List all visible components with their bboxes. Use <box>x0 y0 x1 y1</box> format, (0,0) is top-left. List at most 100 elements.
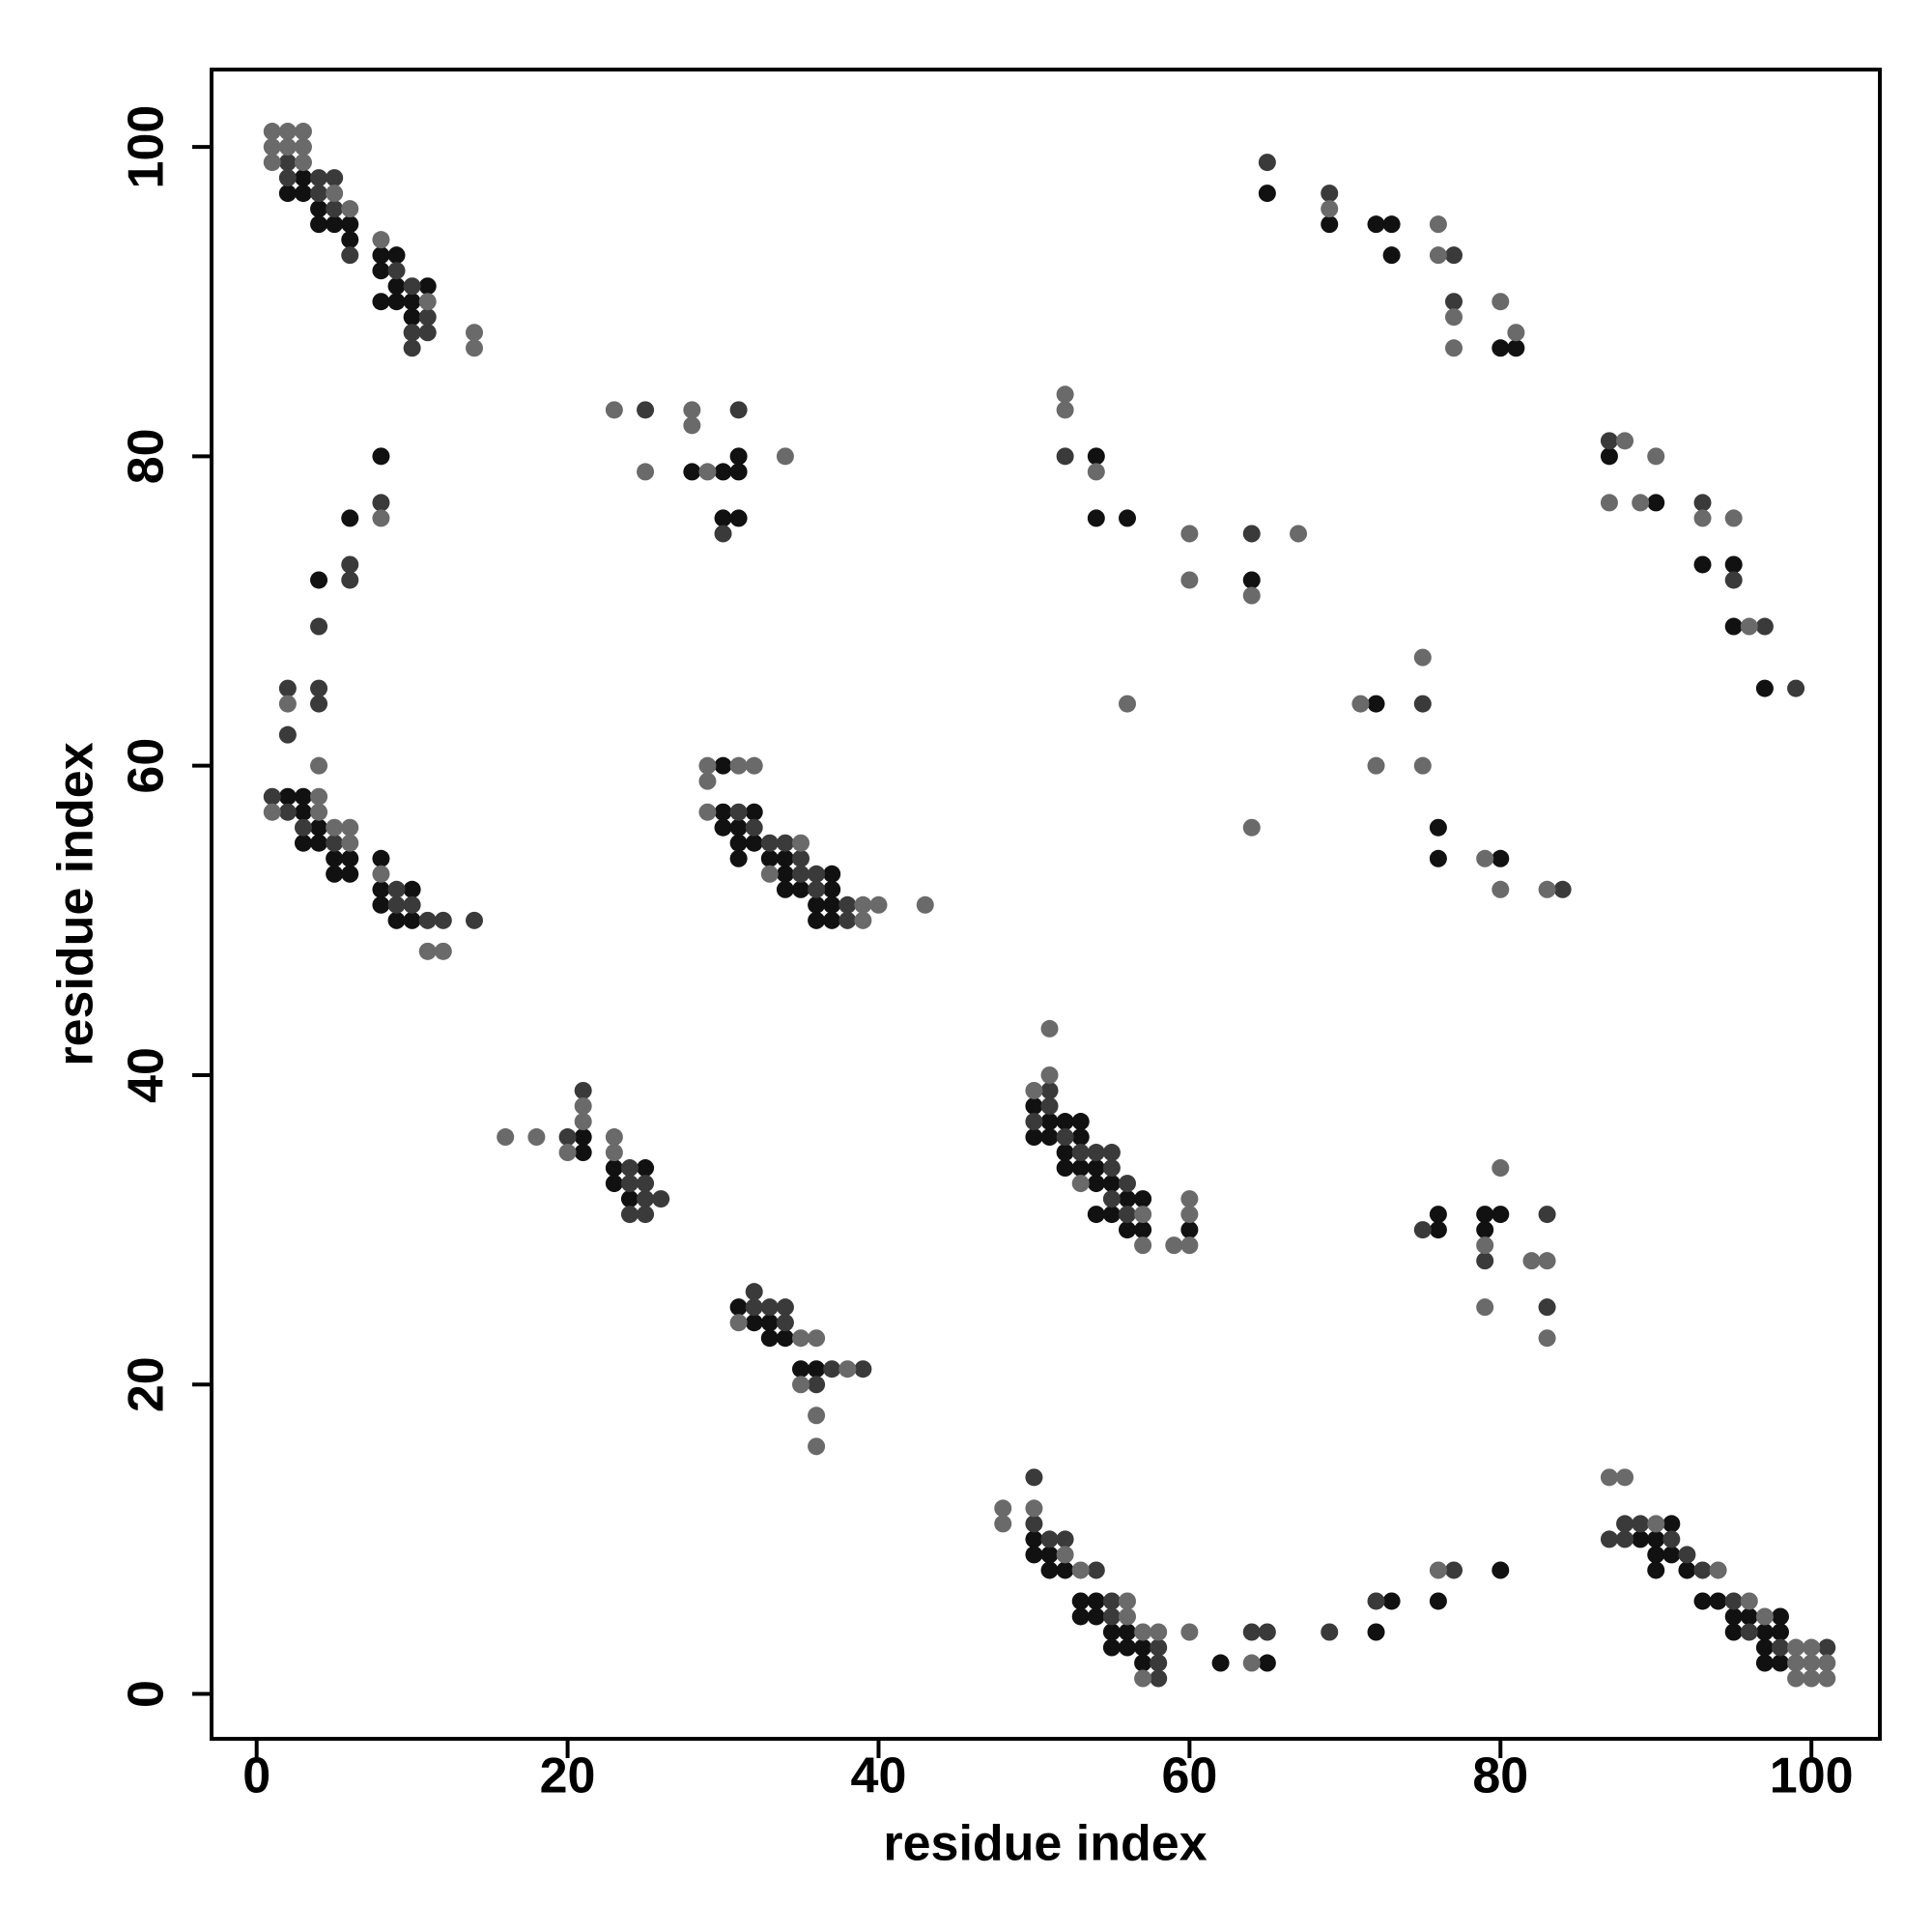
point <box>387 880 406 898</box>
point <box>714 756 732 775</box>
point <box>1367 695 1385 713</box>
point <box>1662 1515 1681 1533</box>
point <box>1118 1592 1136 1610</box>
point <box>745 1298 763 1317</box>
point <box>278 695 297 713</box>
point <box>326 849 344 867</box>
point <box>714 818 732 837</box>
x-axis-title: residue index <box>883 1816 1207 1872</box>
point <box>698 803 717 821</box>
y-tick-label: 100 <box>119 105 175 189</box>
point <box>278 787 297 806</box>
point <box>1413 695 1432 713</box>
point <box>1134 1221 1152 1239</box>
point <box>372 447 390 466</box>
point <box>1102 1206 1121 1224</box>
point <box>326 818 344 837</box>
point <box>1632 494 1650 512</box>
point <box>760 834 779 852</box>
point <box>1444 1561 1463 1579</box>
point <box>1647 494 1665 512</box>
point <box>745 1283 763 1301</box>
point <box>1087 509 1105 527</box>
point <box>1102 1159 1121 1178</box>
point <box>729 803 748 821</box>
point <box>1118 1638 1136 1657</box>
point <box>527 1128 546 1147</box>
point <box>294 154 312 172</box>
point <box>1492 1206 1510 1224</box>
point <box>574 1081 592 1099</box>
point <box>263 154 281 172</box>
point <box>1134 1623 1152 1641</box>
point <box>1258 1623 1276 1641</box>
point <box>326 834 344 852</box>
point <box>823 865 841 883</box>
point <box>823 1360 841 1378</box>
point <box>620 1159 639 1178</box>
point <box>310 215 328 234</box>
point <box>1102 1190 1121 1208</box>
point <box>1444 339 1463 357</box>
point <box>1040 1546 1059 1564</box>
point <box>278 138 297 156</box>
point <box>1429 215 1447 234</box>
point <box>1647 1530 1665 1548</box>
point <box>278 123 297 141</box>
point <box>1818 1654 1836 1672</box>
point <box>341 231 359 249</box>
point <box>418 911 437 929</box>
point <box>1134 1638 1152 1657</box>
point <box>1040 1530 1059 1548</box>
point <box>387 293 406 311</box>
point <box>745 756 763 775</box>
point <box>1150 1638 1168 1657</box>
point <box>1071 1159 1090 1178</box>
point <box>745 1314 763 1332</box>
point <box>1180 1623 1199 1641</box>
point <box>1056 1159 1074 1178</box>
point <box>1025 1530 1043 1548</box>
point <box>310 803 328 821</box>
point <box>808 1376 826 1394</box>
point <box>1258 154 1276 172</box>
point <box>1755 1607 1774 1626</box>
point <box>776 1298 794 1317</box>
point <box>1755 1654 1774 1672</box>
point <box>294 169 312 187</box>
point <box>1755 1638 1774 1657</box>
point <box>1056 401 1074 419</box>
point <box>1025 1081 1043 1099</box>
point <box>341 509 359 527</box>
point <box>310 679 328 697</box>
point <box>341 571 359 589</box>
point <box>698 772 717 790</box>
point <box>1056 1128 1074 1147</box>
point <box>1025 1499 1043 1518</box>
point <box>1413 648 1432 667</box>
point <box>1118 1623 1136 1641</box>
point <box>1616 432 1634 450</box>
point <box>1538 1298 1556 1317</box>
point <box>792 1376 810 1394</box>
point <box>714 463 732 481</box>
point <box>1740 1607 1758 1626</box>
point <box>683 463 701 481</box>
point <box>372 494 390 512</box>
point <box>310 818 328 837</box>
point <box>326 215 344 234</box>
point <box>1724 571 1743 589</box>
point <box>1538 1252 1556 1270</box>
point <box>1413 1221 1432 1239</box>
point <box>1538 1329 1556 1348</box>
point <box>326 185 344 203</box>
point <box>278 185 297 203</box>
point <box>341 849 359 867</box>
y-tick-label: 60 <box>119 738 175 794</box>
point <box>1102 1638 1121 1657</box>
point <box>1492 293 1510 311</box>
point <box>637 1159 655 1178</box>
point <box>434 911 452 929</box>
point <box>310 200 328 218</box>
point <box>1040 1081 1059 1099</box>
